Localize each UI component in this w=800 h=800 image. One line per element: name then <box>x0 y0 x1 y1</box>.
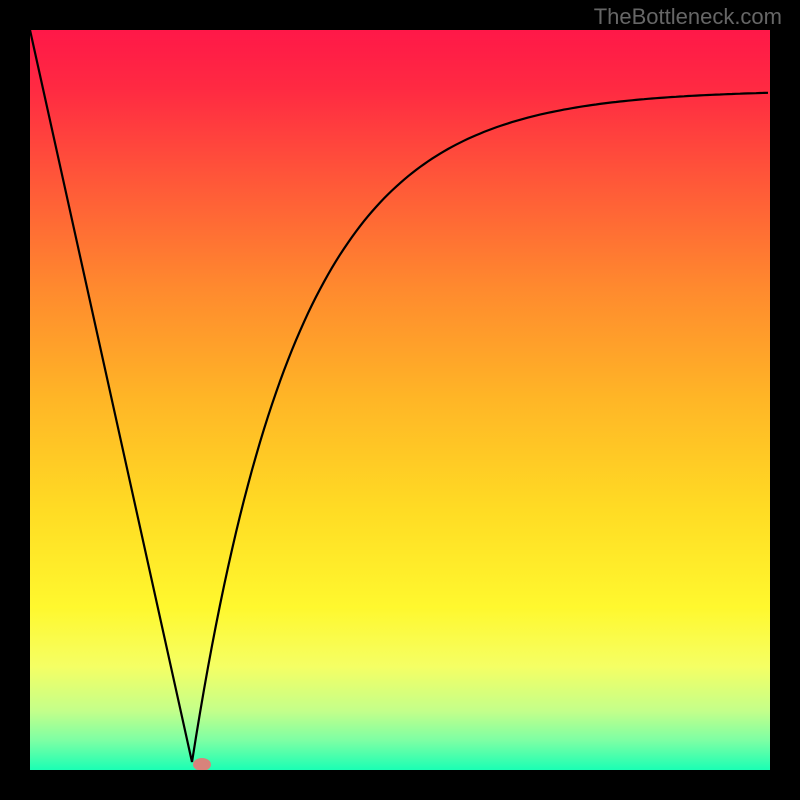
optimal-point-marker <box>193 758 211 771</box>
watermark-text: TheBottleneck.com <box>594 4 782 30</box>
chart-area <box>30 30 770 770</box>
bottleneck-curve <box>30 30 770 770</box>
